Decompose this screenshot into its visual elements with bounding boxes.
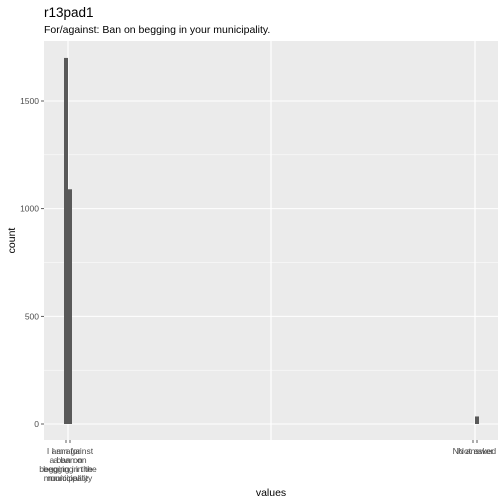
bar [68, 189, 72, 424]
y-tick-label: 1000 [20, 204, 39, 214]
x-tick-label: Not asked [458, 446, 497, 456]
x-axis-title: values [256, 487, 286, 499]
x-axis: I am for a ban on begging in the municipali… [39, 440, 496, 483]
bar [475, 416, 479, 424]
bar [64, 57, 68, 424]
y-tick-label: 0 [34, 419, 39, 429]
chart-subtitle: For/against: Ban on begging in your muni… [44, 24, 271, 36]
x-tick-label: No answer [453, 446, 494, 456]
y-axis: 0 500 1000 1500 [20, 96, 44, 429]
y-tick-label: 500 [25, 311, 39, 321]
chart-title: r13pad1 [44, 5, 94, 20]
x-tick-label: I am against a ban on begging in the munici… [43, 446, 97, 483]
x-tick-label: I am for a ban on begging in the municipali… [39, 446, 93, 483]
y-axis-title: count [6, 228, 18, 254]
y-tick-label: 1500 [20, 96, 39, 106]
bars [64, 57, 479, 424]
